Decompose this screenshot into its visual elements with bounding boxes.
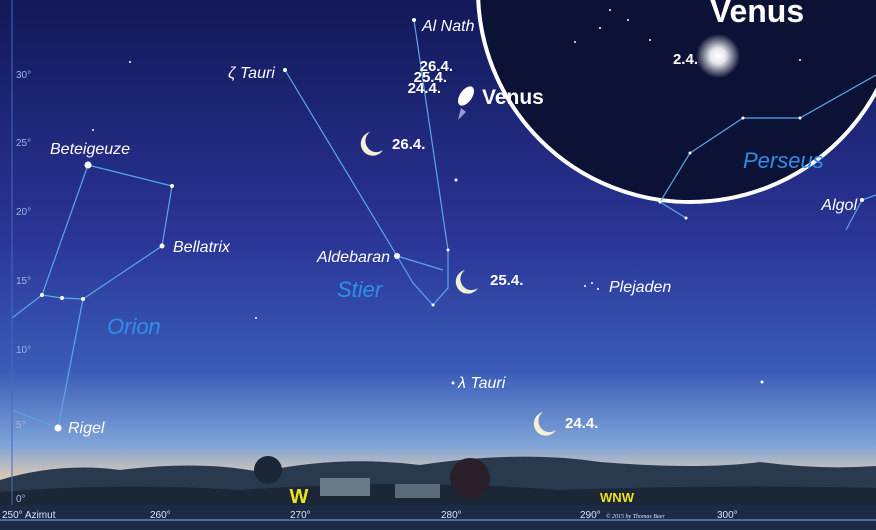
venus-date: 24.4. — [408, 80, 441, 97]
altitude-label: 30° — [16, 70, 31, 81]
star-label: Bellatrix — [173, 239, 231, 256]
azimuth-label: 300° — [717, 510, 738, 521]
house — [395, 484, 440, 498]
star-label: Aldebaran — [316, 249, 390, 266]
constellation-label: Orion — [107, 314, 161, 339]
moon-date: 25.4. — [490, 272, 523, 289]
azimuth-label: 280° — [441, 510, 462, 521]
altitude-label: 20° — [16, 207, 31, 218]
sky-map: Venus 2.4. Venus 26.4. 25.4. 24.4. 26.4.… — [0, 0, 876, 530]
star-label: Al Nath — [421, 18, 475, 35]
constellation-label: Perseus — [743, 148, 824, 173]
moon-date: 24.4. — [565, 415, 598, 432]
venus-label: Venus — [482, 86, 544, 109]
altitude-label: 5° — [16, 420, 26, 431]
inset-venus — [696, 34, 740, 78]
azimuth-label: 260° — [150, 510, 171, 521]
inset-date: 2.4. — [673, 51, 698, 68]
altitude-label: 10° — [16, 345, 31, 356]
direction: W — [290, 486, 309, 508]
constellation-label: Stier — [337, 277, 384, 302]
altitude-label: 0° — [16, 494, 26, 505]
page: {"inset":{"title":"Venus","date":"2.4."}… — [0, 0, 876, 530]
moon-date: 26.4. — [392, 136, 425, 153]
altitude-label: 25° — [16, 138, 31, 149]
azimuth-label: 270° — [290, 510, 311, 521]
star-label: Beteigeuze — [50, 141, 130, 158]
azimuth-label: 250° Azimut — [2, 510, 56, 521]
house — [320, 478, 370, 496]
star-label: ζ Tauri — [228, 65, 275, 82]
star-label: Algol — [820, 197, 857, 214]
star-label: λ Tauri — [457, 375, 506, 392]
direction: WNW — [600, 490, 635, 505]
axis-strip — [0, 505, 876, 530]
tree — [254, 456, 282, 484]
altitude-label: 15° — [16, 276, 31, 287]
star-label: Rigel — [68, 420, 105, 437]
star-label: Plejaden — [609, 279, 671, 296]
credit: © 2015 by Thomas Baer — [606, 513, 666, 520]
tree — [450, 458, 490, 498]
inset-title: Venus — [710, 0, 804, 29]
azimuth-label: 290° — [580, 510, 601, 521]
